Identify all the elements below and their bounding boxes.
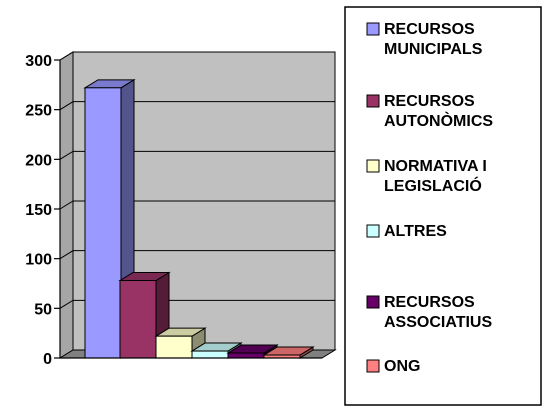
legend-box [344,6,542,406]
y-tick-label: 250 [25,103,52,120]
legend-swatch [366,94,380,108]
legend-label: ASSOCIATIUS [384,314,492,331]
legend-item: ONG [366,358,420,375]
gridline [59,150,335,160]
legend-label: ONG [384,358,420,375]
y-tick-label: 100 [25,252,52,269]
bar-front [191,350,229,359]
legend-item: ALTRES [366,223,447,240]
bar-front [84,87,122,359]
legend-label: RECURSOS [384,93,475,110]
legend-swatch [366,224,380,238]
gridline [59,101,335,111]
legend-label: LEGISLACIÓ [384,176,482,195]
gridline [59,250,335,260]
legend-swatch [366,359,380,373]
bar-front [155,335,193,359]
bar [262,346,315,359]
legend-swatch [366,159,380,173]
y-axis: 0 50 100 150 200 250 300 [25,53,322,368]
legend-item: RECURSOS MUNICIPALS [366,21,483,58]
bar-front [227,352,265,359]
gridline [59,51,335,61]
y-tick-label: 200 [25,152,52,169]
bar [154,327,207,359]
legend-label: AUTONÒMICS [384,111,493,130]
y-tick-label: 0 [43,351,52,368]
y-tick-label: 300 [25,53,52,70]
bars [83,78,315,359]
legend-swatch [366,295,380,309]
y-tick-label: 50 [34,301,52,318]
legend-label: ALTRES [384,223,447,240]
legend-label: NORMATIVA I [384,158,487,175]
y-tick-label: 150 [25,202,52,219]
legend: RECURSOSMUNICIPALSRECURSOSAUTONÒMICSNORM… [344,6,542,406]
bar-front [119,280,157,359]
legend-label: RECURSOS [384,294,475,311]
legend-swatch [366,22,380,36]
legend-label: RECURSOS [384,21,475,38]
gridline [59,299,335,309]
gridline [59,200,335,210]
legend-item: RECURSOS ASSOCIATIUS [366,294,492,331]
legend-label: MUNICIPALS [384,41,483,58]
